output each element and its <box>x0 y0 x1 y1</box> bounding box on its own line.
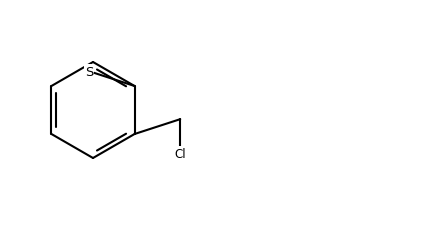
Text: Cl: Cl <box>174 147 186 160</box>
Text: S: S <box>85 65 93 78</box>
